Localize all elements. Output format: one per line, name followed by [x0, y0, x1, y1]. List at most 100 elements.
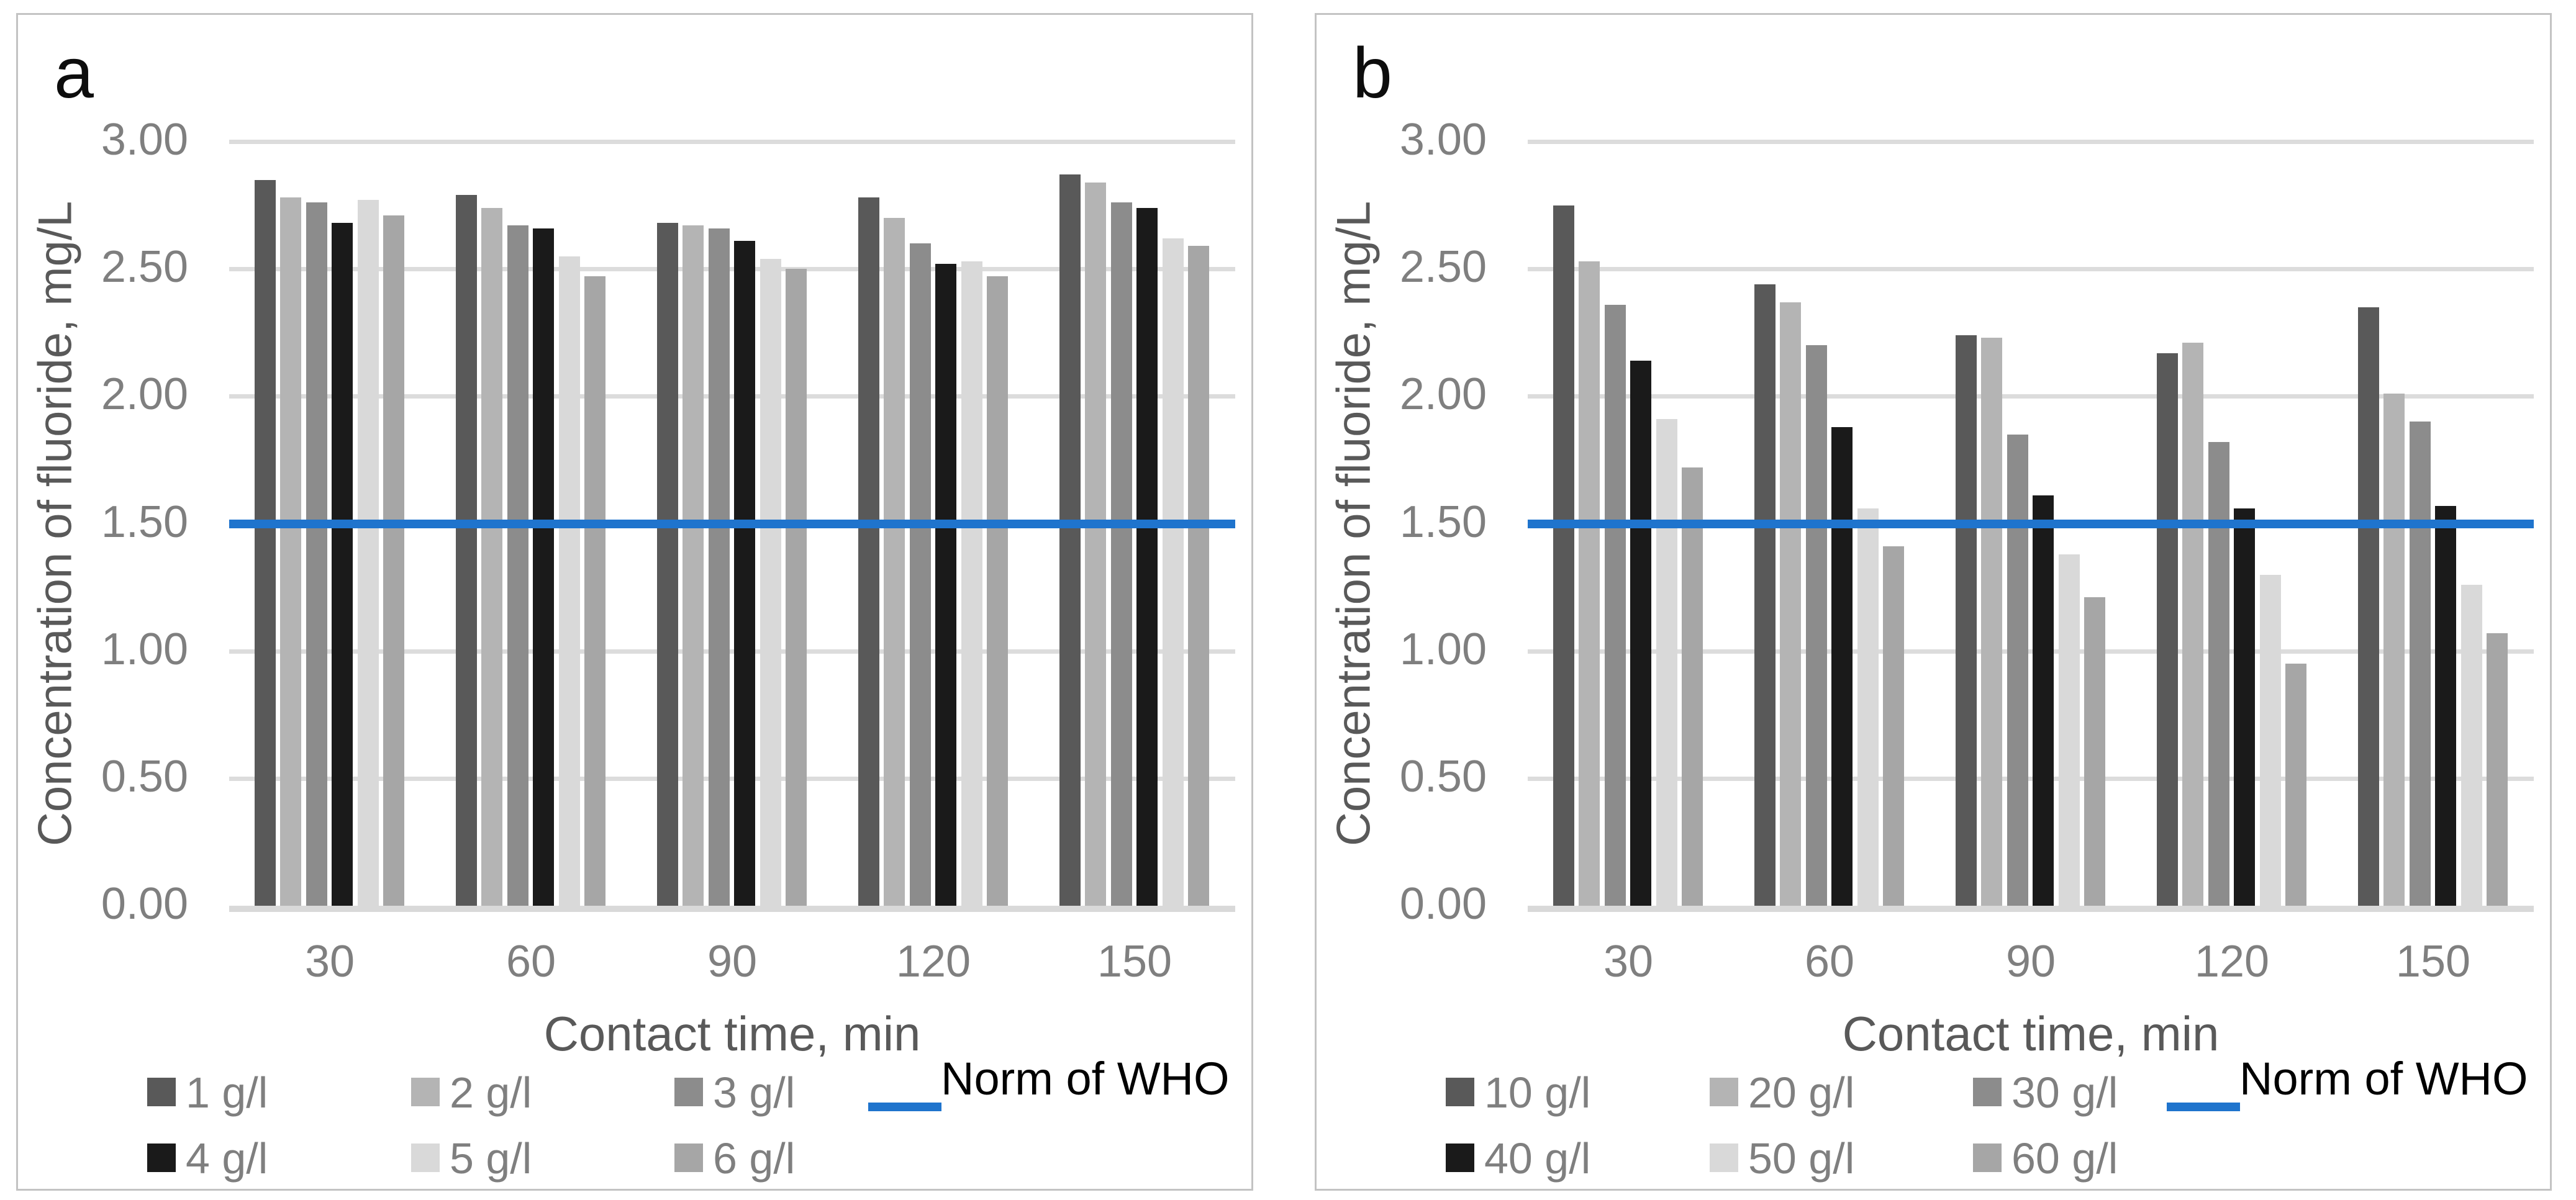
y-tick-label: 1.50: [1399, 497, 1487, 547]
legend-label-3gl: 3 g/l: [713, 1068, 796, 1117]
legend-label-30gl: 30 g/l: [2011, 1068, 2118, 1117]
who-legend-label: Norm of WHO: [2239, 1053, 2528, 1104]
bar-50gl-60: [1857, 508, 1879, 906]
bar-60gl-30: [1682, 467, 1703, 906]
who-legend-line-sample: [2167, 1103, 2240, 1111]
bar-30gl-150: [2410, 422, 2431, 906]
legend-swatch-20gl: [1710, 1078, 1738, 1106]
bar-4gl-60: [533, 228, 554, 906]
bar-2gl-30: [280, 197, 301, 906]
bar-1gl-150: [1059, 174, 1081, 906]
bar-40gl-90: [2033, 495, 2054, 906]
gridline-3.00: [1528, 140, 2534, 144]
legend-label-5gl: 5 g/l: [450, 1134, 532, 1183]
bar-10gl-30: [1553, 205, 1574, 906]
x-axis-baseline: [1528, 906, 2534, 912]
bar-6gl-60: [584, 276, 605, 906]
legend-label-20gl: 20 g/l: [1748, 1068, 1855, 1117]
bar-4gl-30: [332, 223, 353, 906]
legend-label-2gl: 2 g/l: [450, 1068, 532, 1117]
bar-10gl-150: [2358, 307, 2379, 906]
x-axis-title: Contact time, min: [1842, 1006, 2220, 1061]
bar-3gl-60: [507, 225, 528, 906]
y-tick-label: 0.00: [1399, 879, 1487, 929]
who-legend-label: Norm of WHO: [941, 1053, 1230, 1104]
x-axis-title: Contact time, min: [543, 1006, 921, 1061]
bar-30gl-60: [1806, 345, 1827, 906]
gridline-0.50: [229, 777, 1235, 781]
y-tick-label: 2.50: [1399, 242, 1487, 292]
bar-1gl-60: [456, 195, 477, 906]
legend-swatch-2gl: [411, 1078, 440, 1106]
bar-40gl-60: [1831, 427, 1853, 906]
legend-swatch-4gl: [147, 1144, 176, 1172]
who-reference-line: [1528, 520, 2534, 528]
bar-5gl-30: [358, 200, 379, 906]
x-tick-label: 150: [2395, 937, 2471, 986]
bar-10gl-60: [1754, 284, 1776, 906]
legend-label-60gl: 60 g/l: [2011, 1134, 2118, 1183]
legend-swatch-5gl: [411, 1144, 440, 1172]
y-tick-label: 3.00: [1399, 115, 1487, 165]
legend-swatch-6gl: [674, 1144, 703, 1172]
bar-60gl-90: [2084, 597, 2105, 906]
bar-50gl-90: [2059, 554, 2080, 906]
legend-label-1gl: 1 g/l: [186, 1068, 268, 1117]
bar-5gl-60: [559, 256, 580, 906]
y-tick-label: 3.00: [101, 115, 188, 165]
bar-10gl-90: [1956, 335, 1977, 906]
bar-30gl-30: [1605, 305, 1626, 906]
bar-50gl-120: [2260, 575, 2281, 906]
x-tick-label: 30: [1603, 937, 1654, 986]
bar-20gl-60: [1780, 302, 1801, 906]
bar-3gl-150: [1111, 202, 1132, 906]
bar-40gl-120: [2234, 508, 2255, 906]
bar-5gl-150: [1163, 238, 1184, 906]
bar-20gl-120: [2182, 343, 2203, 906]
gridline-3.00: [229, 140, 1235, 144]
bar-30gl-120: [2208, 442, 2229, 906]
y-tick-label: 1.00: [1399, 625, 1487, 674]
bar-30gl-90: [2007, 435, 2028, 906]
bar-20gl-150: [2383, 394, 2405, 906]
gridline-1.00: [1528, 649, 2534, 654]
x-tick-label: 150: [1097, 937, 1172, 986]
bar-5gl-120: [961, 261, 982, 906]
y-tick-label: 2.00: [1399, 369, 1487, 419]
legend-swatch-60gl: [1973, 1144, 2002, 1172]
panel-a: a Concentration of fluoride, mg/L Contac…: [16, 13, 1253, 1191]
bar-2gl-60: [481, 208, 502, 906]
bar-1gl-30: [255, 180, 276, 906]
gridline-2.50: [229, 267, 1235, 271]
bar-20gl-90: [1981, 338, 2002, 906]
bar-4gl-120: [935, 264, 956, 906]
bar-2gl-150: [1085, 183, 1106, 906]
x-tick-label: 60: [1804, 937, 1855, 986]
bar-50gl-30: [1656, 419, 1677, 906]
y-tick-label: 1.50: [101, 497, 188, 547]
x-tick-label: 90: [2005, 937, 2056, 986]
bar-3gl-120: [910, 243, 931, 906]
bar-60gl-60: [1883, 546, 1904, 906]
y-tick-label: 2.50: [101, 242, 188, 292]
gridline-1.00: [229, 649, 1235, 654]
bar-6gl-30: [383, 215, 404, 906]
bar-50gl-150: [2461, 585, 2482, 906]
legend-swatch-30gl: [1973, 1078, 2002, 1106]
bar-40gl-30: [1630, 361, 1651, 906]
bar-1gl-90: [657, 223, 678, 906]
y-tick-label: 1.00: [101, 625, 188, 674]
bar-60gl-120: [2285, 664, 2306, 906]
bar-6gl-120: [987, 276, 1008, 906]
panel-b-letter: b: [1353, 34, 1392, 113]
x-tick-label: 90: [707, 937, 758, 986]
panel-b: b Concentration of fluoride, mg/L Contac…: [1315, 13, 2552, 1191]
bar-20gl-30: [1579, 261, 1600, 906]
bar-3gl-30: [306, 202, 327, 906]
y-tick-label: 0.50: [1399, 752, 1487, 801]
x-tick-label: 60: [506, 937, 556, 986]
panel-a-letter: a: [54, 34, 94, 113]
legend-swatch-3gl: [674, 1078, 703, 1106]
bar-1gl-120: [858, 197, 879, 906]
